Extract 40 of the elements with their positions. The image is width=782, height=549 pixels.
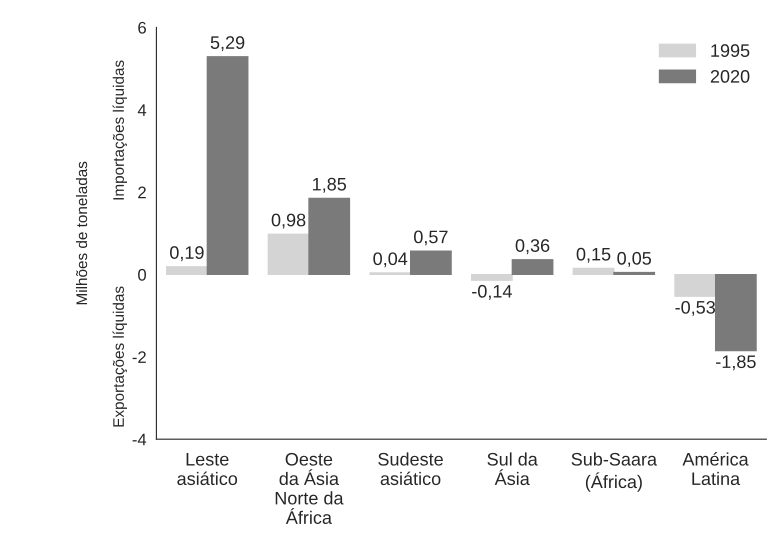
bar [512,259,554,276]
text: -1,85 [716,355,756,370]
legend-label: 2020 [710,70,750,83]
y-tick-label: 2 [138,186,146,198]
bar [572,268,614,276]
bar [714,274,757,352]
y-axis-title: Milhões de toneladas [76,162,88,304]
bar [613,272,656,276]
text: 5,29 [210,36,244,52]
y-tick-label: -2 [132,351,146,363]
y-tick-label: 0 [138,268,146,281]
text: 0,57 [414,230,448,246]
x-tick-label: Oeste da Ásia Norte da África [276,452,344,524]
bar [470,274,513,281]
text: 1,85 [313,178,346,193]
y-tick-label: 4 [138,104,146,116]
text: 0,15 [576,248,610,263]
text: Exportações líquidas [112,286,128,427]
y-tick-label: 6 [138,22,146,34]
legend-label: 1995 [711,44,750,57]
bar [674,274,716,297]
text: 0,98 [272,214,306,229]
y-tick-label: -4 [132,434,146,446]
bar [410,250,452,276]
bar [308,198,350,276]
x-tick-label: Sul da Ásia [487,452,538,486]
text: Importações líquidas [112,60,128,200]
text: -0,14 [472,284,512,300]
bar [206,56,248,276]
bar [268,234,310,276]
x-tick-label: Leste asiático [177,453,238,486]
text: -0,53 [675,300,715,316]
bar [166,266,208,276]
text: 0,19 [170,246,204,262]
x-tick-label: Sub-Saara (África) [572,452,658,492]
text: 0,36 [516,239,550,254]
text: 0,04 [373,252,408,268]
x-tick-label: América Latina [682,452,749,486]
x-tick-label: Sudeste asiático [378,452,443,486]
text: 0,05 [617,252,652,267]
